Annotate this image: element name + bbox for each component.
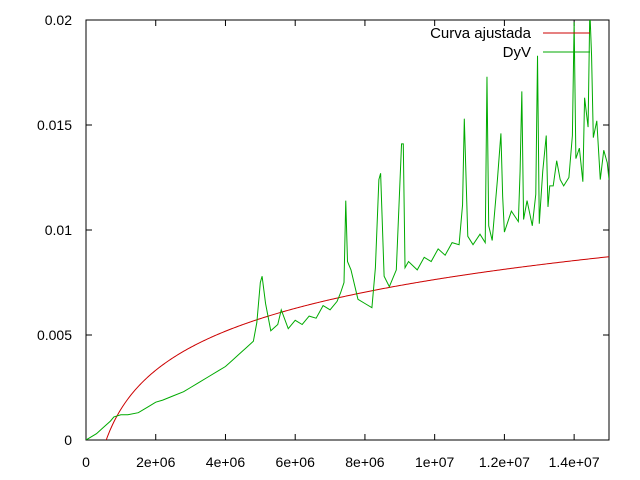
x-tick-label: 1.2e+07: [479, 454, 530, 470]
legend-label-1: DyV: [503, 44, 531, 61]
y-tick-label: 0.005: [37, 327, 72, 343]
y-tick-label: 0.015: [37, 117, 72, 133]
x-tick-label: 8e+06: [345, 454, 385, 470]
series-line-dyv: [86, 20, 609, 440]
x-tick-label: 2e+06: [136, 454, 176, 470]
y-tick-label: 0.02: [45, 12, 72, 28]
legend-layer: Curva ajustada DyV: [430, 25, 590, 61]
series-layer: [86, 20, 609, 440]
axes-layer: 0 2e+06 4e+06 6e+06 8e+06 1e+07 1.2e+07 1.4e+07…: [37, 12, 610, 470]
y-tick-label: 0.01: [45, 222, 72, 238]
x-tick-label: 6e+06: [276, 454, 316, 470]
x-tick-label: 0: [82, 454, 90, 470]
x-tick-label: 1e+07: [415, 454, 455, 470]
x-tick-label: 1.4e+07: [549, 454, 600, 470]
plot-frame: [85, 19, 610, 441]
series-line-curva-ajustada: [105, 256, 609, 440]
y-tick-label: 0: [64, 432, 72, 448]
legend-label-0: Curva ajustada: [430, 25, 532, 42]
x-tick-label: 4e+06: [206, 454, 246, 470]
